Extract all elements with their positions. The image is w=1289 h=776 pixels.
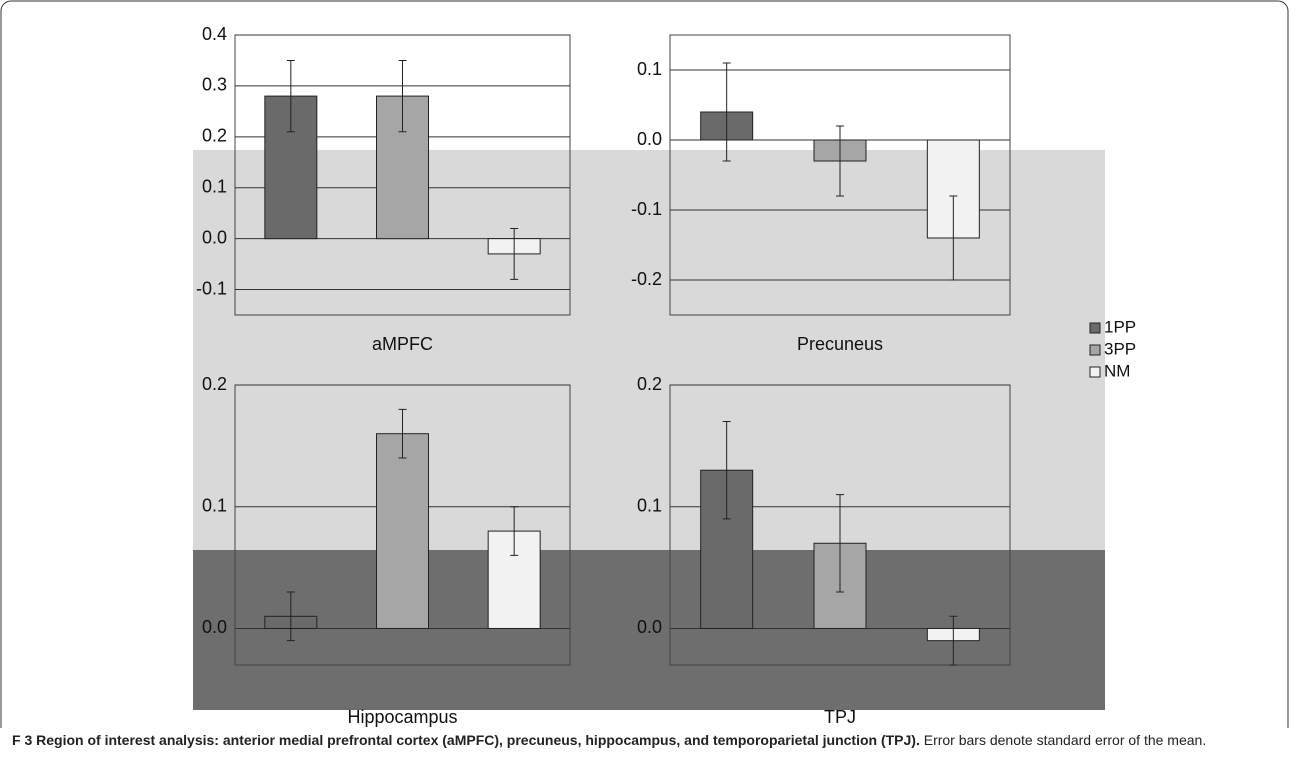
error-bar <box>398 59 407 133</box>
error-bar <box>836 494 844 593</box>
y-tick-label: 0.2 <box>202 126 227 146</box>
legend-label: 1PP <box>1104 317 1136 336</box>
y-tick-label: 0.2 <box>202 374 227 394</box>
error-bar <box>510 506 519 556</box>
figure-label: F <box>12 732 21 748</box>
bar <box>376 433 429 629</box>
error-bar <box>510 227 519 280</box>
y-tick-label: 0.3 <box>202 75 227 95</box>
chart-title: aMPFC <box>372 334 433 354</box>
figure-charts: -0.1 0.0 0.1 0.2 0.3 0.4 aMPFC -0.2 -0.1 0.0 0.1 Pr… <box>0 0 1289 728</box>
y-tick-label: -0.1 <box>196 278 227 298</box>
error-bar <box>286 591 295 642</box>
y-tick-label: 0.0 <box>202 617 227 637</box>
chart-title: Hippocampus <box>347 707 457 727</box>
error-bar <box>722 421 731 520</box>
chart-title: Precuneus <box>797 334 883 354</box>
y-tick-label: 0.1 <box>637 495 662 515</box>
error-bar <box>398 408 407 459</box>
y-tick-label: 0.0 <box>637 129 662 149</box>
y-tick-label: 0.2 <box>637 374 662 394</box>
y-tick-label: -0.2 <box>631 269 662 289</box>
caption-title: Region of interest analysis: anterior me… <box>36 732 920 748</box>
y-tick-label: 0.4 <box>202 24 227 44</box>
y-tick-label: -0.1 <box>631 199 662 219</box>
caption-text: Error bars denote standard error of the … <box>923 732 1207 748</box>
error-bar <box>949 615 958 666</box>
y-tick-label: 0.1 <box>202 176 227 196</box>
plot-area <box>669 34 1011 316</box>
chart-title: TPJ <box>824 707 856 727</box>
figure-caption: F 3 Region of interest analysis: anterio… <box>12 730 1277 750</box>
error-bar <box>949 195 958 281</box>
y-tick-label: 0.0 <box>637 617 662 637</box>
legend-swatch <box>1089 366 1101 378</box>
figure-border <box>0 0 1289 728</box>
legend-label: 3PP <box>1104 339 1136 358</box>
error-bar <box>722 62 731 162</box>
error-bar <box>836 125 844 197</box>
legend-swatch <box>1089 344 1101 356</box>
legend-swatch <box>1089 322 1101 334</box>
figure-number: 3 <box>24 732 33 748</box>
y-tick-label: 0.1 <box>202 495 227 515</box>
error-bar <box>286 59 295 133</box>
y-tick-label: 0.0 <box>202 227 227 247</box>
legend-label: NM <box>1104 361 1130 380</box>
y-tick-label: 0.1 <box>637 59 662 79</box>
